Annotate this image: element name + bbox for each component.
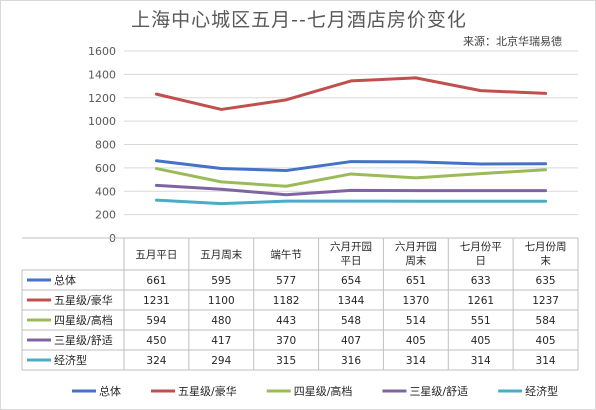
table-cell: 314: [471, 355, 491, 367]
table-cell: 443: [276, 315, 296, 327]
table-cell: 577: [276, 275, 296, 287]
table-cell: 450: [146, 335, 166, 347]
category-label: 端午节: [270, 248, 302, 261]
y-tick-label: 400: [95, 185, 116, 198]
table-cell: 370: [276, 335, 296, 347]
y-tick-label: 800: [95, 139, 116, 152]
table-cell: 1100: [208, 295, 235, 307]
table-cell: 584: [536, 315, 556, 327]
legend-label: 四星级/高档: [294, 384, 353, 398]
table-cell: 633: [471, 275, 491, 287]
chart-source: 来源：北京华瑞易德: [463, 35, 562, 48]
table-cell: 1261: [467, 295, 494, 307]
category-label: 日: [475, 255, 486, 267]
table-cell: 294: [211, 355, 231, 367]
category-label: 五月平日: [135, 249, 177, 261]
category-label: 六月开园: [395, 241, 437, 253]
table-cell: 324: [146, 355, 166, 367]
category-label: 五月周末: [200, 248, 242, 261]
table-row-label: 四星级/高档: [54, 313, 113, 327]
category-label: 平日: [341, 255, 362, 267]
y-tick-label: 1600: [88, 45, 116, 58]
category-label: 末: [540, 254, 551, 267]
table-cell: 1370: [402, 295, 429, 307]
table-cell: 514: [406, 315, 426, 327]
series-line: [154, 159, 548, 173]
table-cell: 314: [536, 355, 556, 367]
legend-label: 五星级/豪华: [178, 384, 237, 398]
legend-label: 经济型: [525, 384, 558, 398]
category-label: 周末: [405, 254, 426, 267]
table-cell: 316: [341, 355, 361, 367]
y-tick-label: 1000: [88, 115, 116, 128]
series-line: [154, 183, 548, 197]
table-cell: 551: [471, 315, 491, 327]
table-row-label: 三星级/舒适: [54, 333, 113, 347]
table-row-label: 五星级/豪华: [54, 293, 113, 307]
table-cell: 594: [146, 315, 166, 327]
table-cell: 661: [146, 275, 166, 287]
table-cell: 315: [276, 355, 296, 367]
chart-title: 上海中心城区五月--七月酒店房价变化: [131, 9, 467, 31]
series-line: [154, 167, 548, 188]
table-cell: 595: [211, 275, 231, 287]
y-tick-label: 1200: [88, 92, 116, 105]
table-cell: 1231: [143, 295, 170, 307]
table-cell: 635: [536, 275, 556, 287]
table-cell: 651: [406, 275, 426, 287]
series-line: [154, 76, 548, 111]
table-cell: 405: [471, 335, 491, 347]
table-row-label: 经济型: [54, 353, 87, 367]
y-tick-label: 200: [95, 209, 116, 222]
table-cell: 548: [341, 315, 361, 327]
legend-label: 三星级/舒适: [409, 384, 468, 398]
y-tick-label: 600: [95, 162, 116, 175]
legend-label: 总体: [99, 384, 121, 398]
table-cell: 1182: [273, 295, 300, 307]
table-cell: 1344: [338, 295, 365, 307]
category-label: 七月份平: [460, 241, 502, 253]
table-cell: 654: [341, 275, 361, 287]
table-cell: 417: [211, 335, 231, 347]
series-line: [154, 198, 548, 206]
table-row-label: 总体: [54, 273, 76, 287]
category-label: 七月份周: [525, 241, 567, 253]
table-cell: 405: [536, 335, 556, 347]
table-cell: 407: [341, 335, 361, 347]
table-cell: 480: [211, 315, 231, 327]
table-cell: 314: [406, 355, 426, 367]
table-cell: 405: [406, 335, 426, 347]
y-tick-label: 1400: [88, 68, 116, 81]
category-label: 六月开园: [330, 241, 372, 253]
table-cell: 1237: [532, 295, 559, 307]
